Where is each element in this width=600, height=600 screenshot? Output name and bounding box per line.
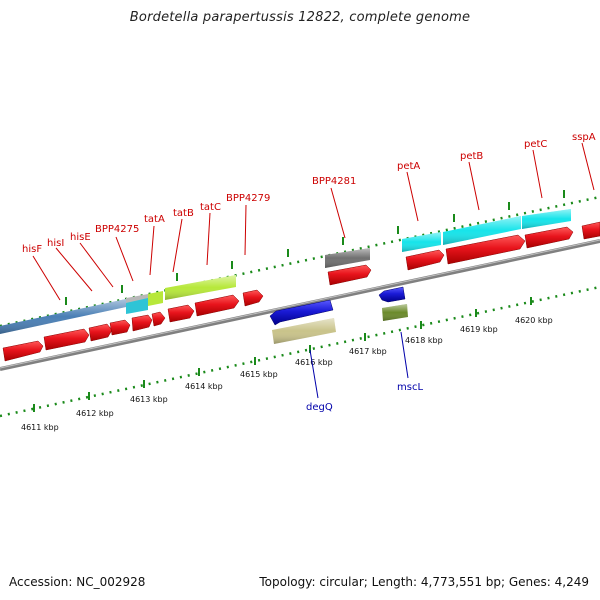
cds-arrow — [445, 234, 526, 265]
reverse-label-leaders — [309, 331, 409, 399]
cds-arrow — [194, 294, 240, 317]
page-title: Bordetella parapertussis 12822, complete… — [129, 10, 471, 25]
gene-label[interactable]: hisI — [47, 238, 64, 249]
cog-bars-forward-shine — [0, 209, 571, 334]
gene-label[interactable]: hisE — [70, 232, 91, 243]
gene-label[interactable]: petB — [460, 151, 483, 162]
ruler-label: 4614 kbp — [185, 382, 223, 391]
cds-arrow — [109, 319, 131, 336]
cds-arrow — [131, 314, 153, 332]
topology-text: Topology: circular; Length: 4,773,551 bp… — [259, 575, 589, 589]
cds-arrow — [43, 328, 90, 351]
gene-label[interactable]: petA — [397, 161, 420, 172]
cog-bar — [148, 291, 163, 306]
ruler-label: 4616 kbp — [295, 358, 333, 367]
gene-label[interactable]: BPP4279 — [226, 193, 270, 204]
reverse-gene-labels: degQ mscL — [306, 382, 423, 413]
ruler-label: 4612 kbp — [76, 409, 114, 418]
forward-gene-labels: hisF hisI hisE BPP4275 tatA tatB tatC BP… — [22, 132, 596, 255]
cds-arrow — [242, 289, 264, 307]
forward-major-ticks — [65, 190, 565, 305]
gene-label[interactable]: degQ — [306, 402, 333, 413]
forward-label-leaders — [32, 142, 595, 301]
cds-arrow — [88, 323, 113, 342]
ruler-label: 4615 kbp — [240, 370, 278, 379]
ruler-label: 4619 kbp — [460, 325, 498, 334]
backbone — [0, 239, 600, 371]
gene-label[interactable]: BPP4275 — [95, 224, 139, 235]
cds-arrow — [151, 311, 166, 327]
ruler-label: 4617 kbp — [349, 347, 387, 356]
gene-label[interactable]: mscL — [397, 382, 423, 393]
gene-label[interactable]: tatA — [144, 214, 165, 225]
ruler-label: 4618 kbp — [405, 336, 443, 345]
ruler-label: 4611 kbp — [21, 423, 59, 432]
reverse-cds-track — [269, 286, 406, 326]
gene-label[interactable]: BPP4281 — [312, 176, 356, 187]
cds-arrow — [327, 264, 372, 286]
gene-label[interactable]: petC — [524, 139, 547, 150]
gene-label[interactable]: sspA — [572, 132, 596, 143]
gene-label[interactable]: tatB — [173, 208, 194, 219]
cds-arrow — [2, 340, 44, 362]
gene-label[interactable]: hisF — [22, 244, 42, 255]
cog-bar — [126, 298, 148, 314]
gene-label[interactable]: tatC — [200, 202, 221, 213]
ruler-label: 4620 kbp — [515, 316, 553, 325]
cds-arrow — [581, 221, 600, 240]
forward-cds-track — [2, 221, 600, 362]
cog-bars-reverse — [272, 304, 408, 344]
cds-arrow-reverse — [378, 286, 406, 303]
ruler-label: 4613 kbp — [130, 395, 168, 404]
accession-text: Accession: NC_002928 — [9, 575, 146, 589]
cds-arrow-reverse — [269, 299, 334, 326]
cds-arrow — [405, 249, 445, 271]
cds-arrow — [167, 304, 195, 323]
cds-arrow — [524, 226, 574, 249]
